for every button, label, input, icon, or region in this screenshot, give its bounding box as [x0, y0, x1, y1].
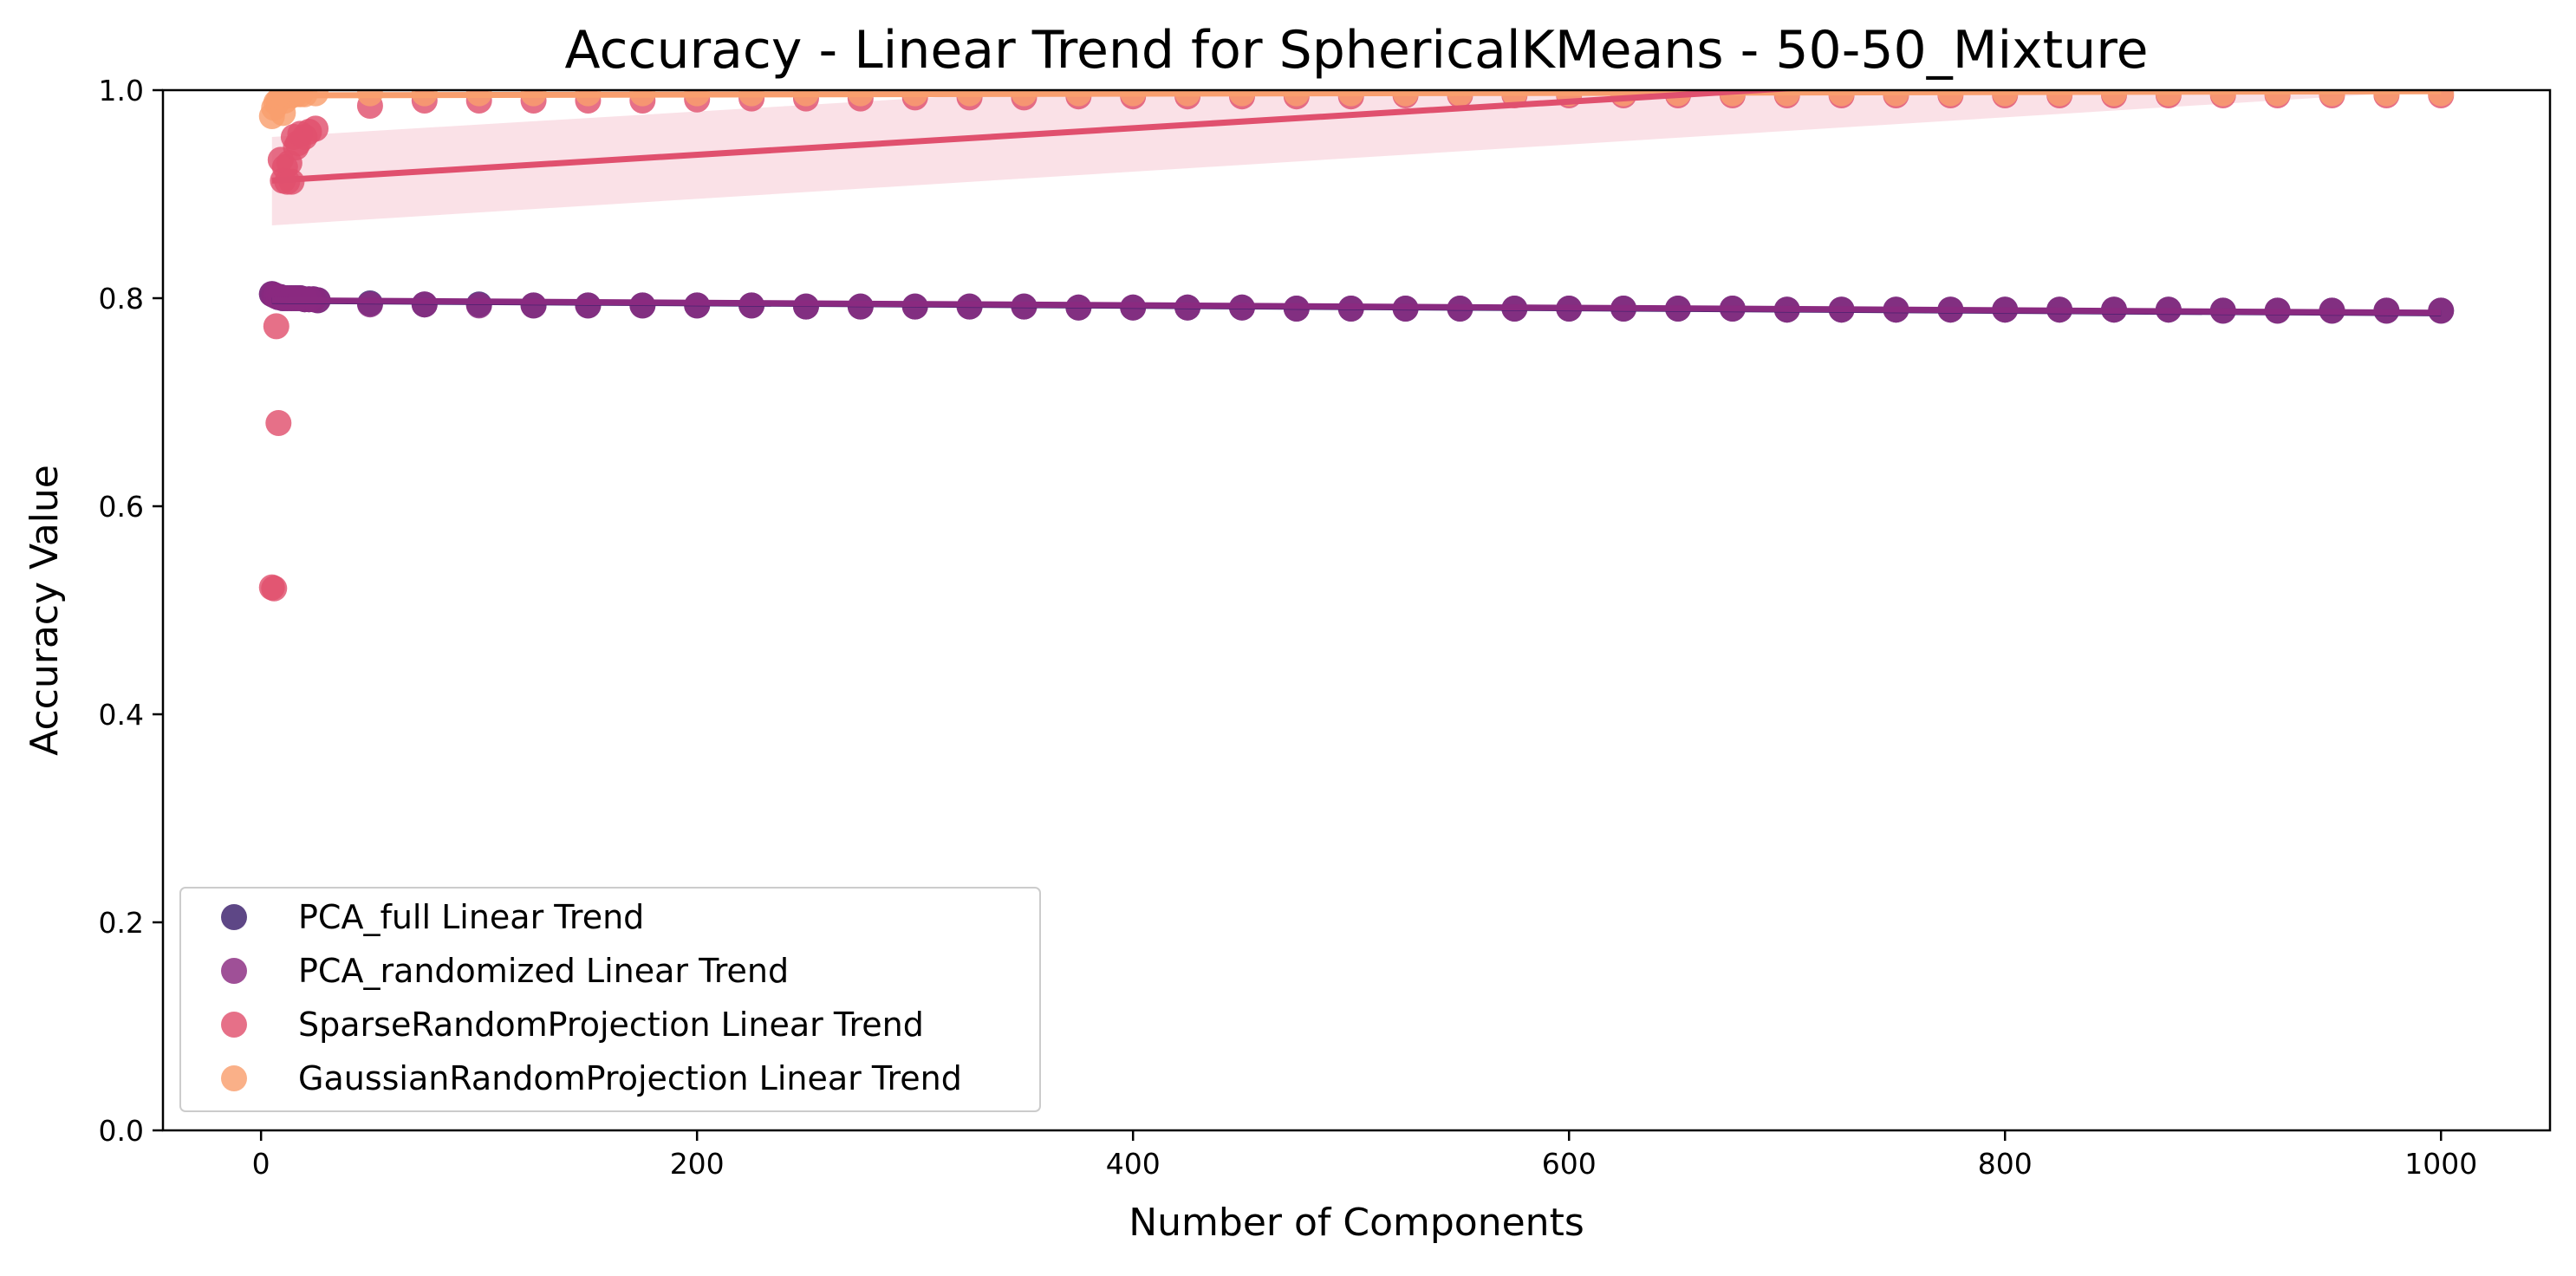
x-tick-label: 1000 — [2404, 1147, 2477, 1181]
legend-marker — [221, 904, 247, 930]
data-point — [465, 292, 492, 319]
x-tick-label: 200 — [670, 1147, 725, 1181]
legend-label: PCA_randomized Linear Trend — [298, 952, 789, 990]
trend-line — [271, 296, 2442, 316]
confidence-band — [271, 90, 2442, 225]
legend: PCA_full Linear Trend PCA_randomized Line… — [179, 887, 1041, 1112]
legend-label: GaussianRandomProjection Linear Trend — [298, 1059, 962, 1097]
data-point — [265, 410, 292, 436]
legend-marker — [221, 1012, 247, 1038]
y-tick-label: 0.0 — [99, 1114, 144, 1148]
x-tick-label: 800 — [1978, 1147, 2033, 1181]
x-axis: 0 200 400 600 800 1000 — [252, 1130, 2477, 1181]
y-tick-label: 1.0 — [99, 74, 144, 107]
legend-marker — [221, 1065, 247, 1091]
legend-entries: PCA_full Linear Trend PCA_randomized Line… — [221, 898, 962, 1097]
legend-box — [179, 887, 1041, 1112]
legend-label: SparseRandomProjection Linear Trend — [298, 1006, 924, 1044]
y-axis: 0.0 0.2 0.4 0.6 0.8 1.0 — [99, 74, 163, 1148]
x-axis-label: Number of Components — [1129, 1201, 1584, 1245]
data-point — [261, 575, 288, 602]
legend-label: PCA_full Linear Trend — [298, 898, 644, 936]
y-tick-label: 0.4 — [99, 698, 144, 732]
chart-title: Accuracy - Linear Trend for SphericalKMe… — [565, 20, 2149, 81]
plot-frame — [161, 88, 2552, 1132]
trend-line — [271, 90, 2442, 99]
y-axis-label: Accuracy Value — [23, 465, 67, 756]
y-tick-label: 0.8 — [99, 282, 144, 316]
plot-data — [258, 90, 2455, 602]
data-point — [520, 292, 547, 319]
data-point — [263, 313, 289, 340]
trend-line — [271, 90, 1808, 184]
x-tick-label: 400 — [1106, 1147, 1161, 1181]
y-tick-label: 0.6 — [99, 490, 144, 524]
data-point — [302, 115, 329, 142]
legend-marker — [221, 958, 247, 984]
y-tick-label: 0.2 — [99, 906, 144, 940]
x-tick-label: 0 — [252, 1147, 270, 1181]
x-tick-label: 600 — [1542, 1147, 1597, 1181]
